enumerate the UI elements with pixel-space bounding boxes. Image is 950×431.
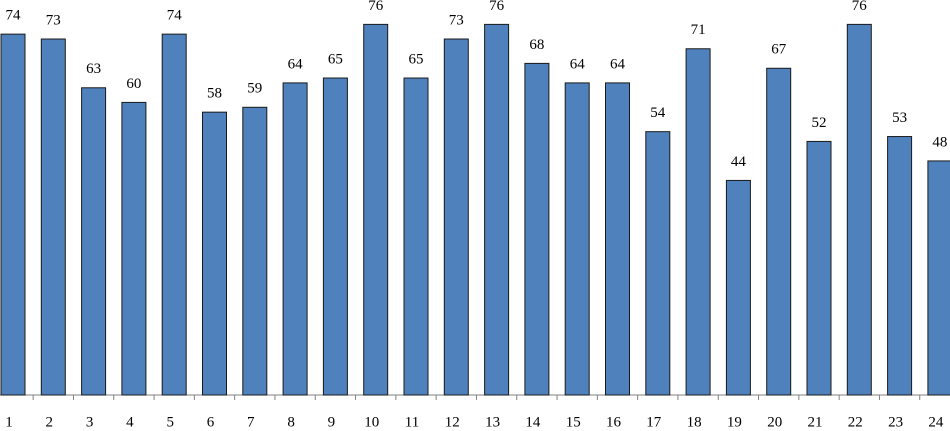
data-label: 60 bbox=[126, 76, 141, 92]
x-tick-label: 17 bbox=[646, 414, 662, 430]
data-label: 64 bbox=[570, 56, 586, 72]
x-tick-label: 13 bbox=[485, 414, 500, 430]
bar bbox=[605, 82, 630, 396]
bar bbox=[0, 33, 26, 396]
bar bbox=[81, 87, 107, 396]
bar bbox=[40, 38, 66, 396]
data-label: 65 bbox=[409, 51, 424, 67]
bar bbox=[887, 136, 913, 396]
bar bbox=[242, 106, 268, 396]
x-tick-label: 11 bbox=[405, 414, 419, 430]
x-tick-label: 1 bbox=[5, 414, 13, 430]
data-label: 74 bbox=[167, 8, 183, 24]
bar bbox=[363, 23, 389, 396]
bar bbox=[846, 23, 872, 396]
bar bbox=[725, 179, 751, 396]
data-label: 76 bbox=[852, 0, 868, 14]
data-label: 68 bbox=[529, 37, 544, 53]
bar bbox=[484, 23, 510, 396]
bar bbox=[685, 48, 711, 396]
x-tick-label: 15 bbox=[566, 414, 581, 430]
x-tick-label: 21 bbox=[808, 414, 823, 430]
bar bbox=[403, 77, 429, 396]
bar bbox=[282, 82, 308, 396]
bar bbox=[524, 62, 550, 396]
bar bbox=[202, 111, 227, 396]
x-tick-label: 20 bbox=[767, 414, 782, 430]
bar bbox=[645, 131, 671, 396]
bar bbox=[161, 33, 187, 396]
data-label: 67 bbox=[771, 42, 787, 58]
data-label: 44 bbox=[731, 154, 747, 170]
x-tick-label: 10 bbox=[364, 414, 379, 430]
bar bbox=[322, 77, 348, 396]
bar bbox=[564, 82, 590, 396]
data-label: 63 bbox=[86, 61, 101, 77]
data-label: 58 bbox=[207, 86, 222, 102]
data-label: 59 bbox=[247, 81, 262, 97]
x-tick-label: 8 bbox=[287, 414, 295, 430]
data-label: 52 bbox=[812, 115, 827, 131]
data-label: 74 bbox=[6, 8, 22, 24]
x-tick-label: 3 bbox=[86, 414, 94, 430]
data-label: 64 bbox=[610, 56, 626, 72]
x-tick-label: 5 bbox=[166, 414, 174, 430]
x-tick-label: 4 bbox=[126, 414, 134, 430]
x-tick-label: 22 bbox=[848, 414, 863, 430]
data-label: 73 bbox=[46, 12, 61, 28]
data-label: 76 bbox=[368, 0, 384, 14]
data-label: 73 bbox=[449, 12, 464, 28]
x-tick-label: 23 bbox=[888, 414, 903, 430]
x-tick-label: 19 bbox=[727, 414, 742, 430]
x-tick-label: 9 bbox=[328, 414, 336, 430]
x-tick-label: 14 bbox=[525, 414, 541, 430]
data-label: 54 bbox=[650, 105, 666, 121]
x-tick-label: 24 bbox=[928, 414, 944, 430]
bar bbox=[927, 160, 950, 396]
data-label: 53 bbox=[892, 110, 907, 126]
data-label: 71 bbox=[691, 22, 706, 38]
bar bbox=[121, 101, 147, 396]
bar bbox=[806, 140, 832, 396]
x-tick-label: 18 bbox=[687, 414, 702, 430]
data-label: 48 bbox=[932, 134, 947, 150]
x-tick-label: 6 bbox=[207, 414, 215, 430]
x-tick-label: 12 bbox=[445, 414, 460, 430]
bar bbox=[766, 67, 792, 396]
data-label: 64 bbox=[288, 56, 304, 72]
data-label: 65 bbox=[328, 51, 343, 67]
x-tick-label: 16 bbox=[606, 414, 622, 430]
x-tick-label: 2 bbox=[46, 414, 54, 430]
x-tick-label: 7 bbox=[247, 414, 255, 430]
bar bbox=[443, 38, 469, 396]
data-label: 76 bbox=[489, 0, 505, 14]
